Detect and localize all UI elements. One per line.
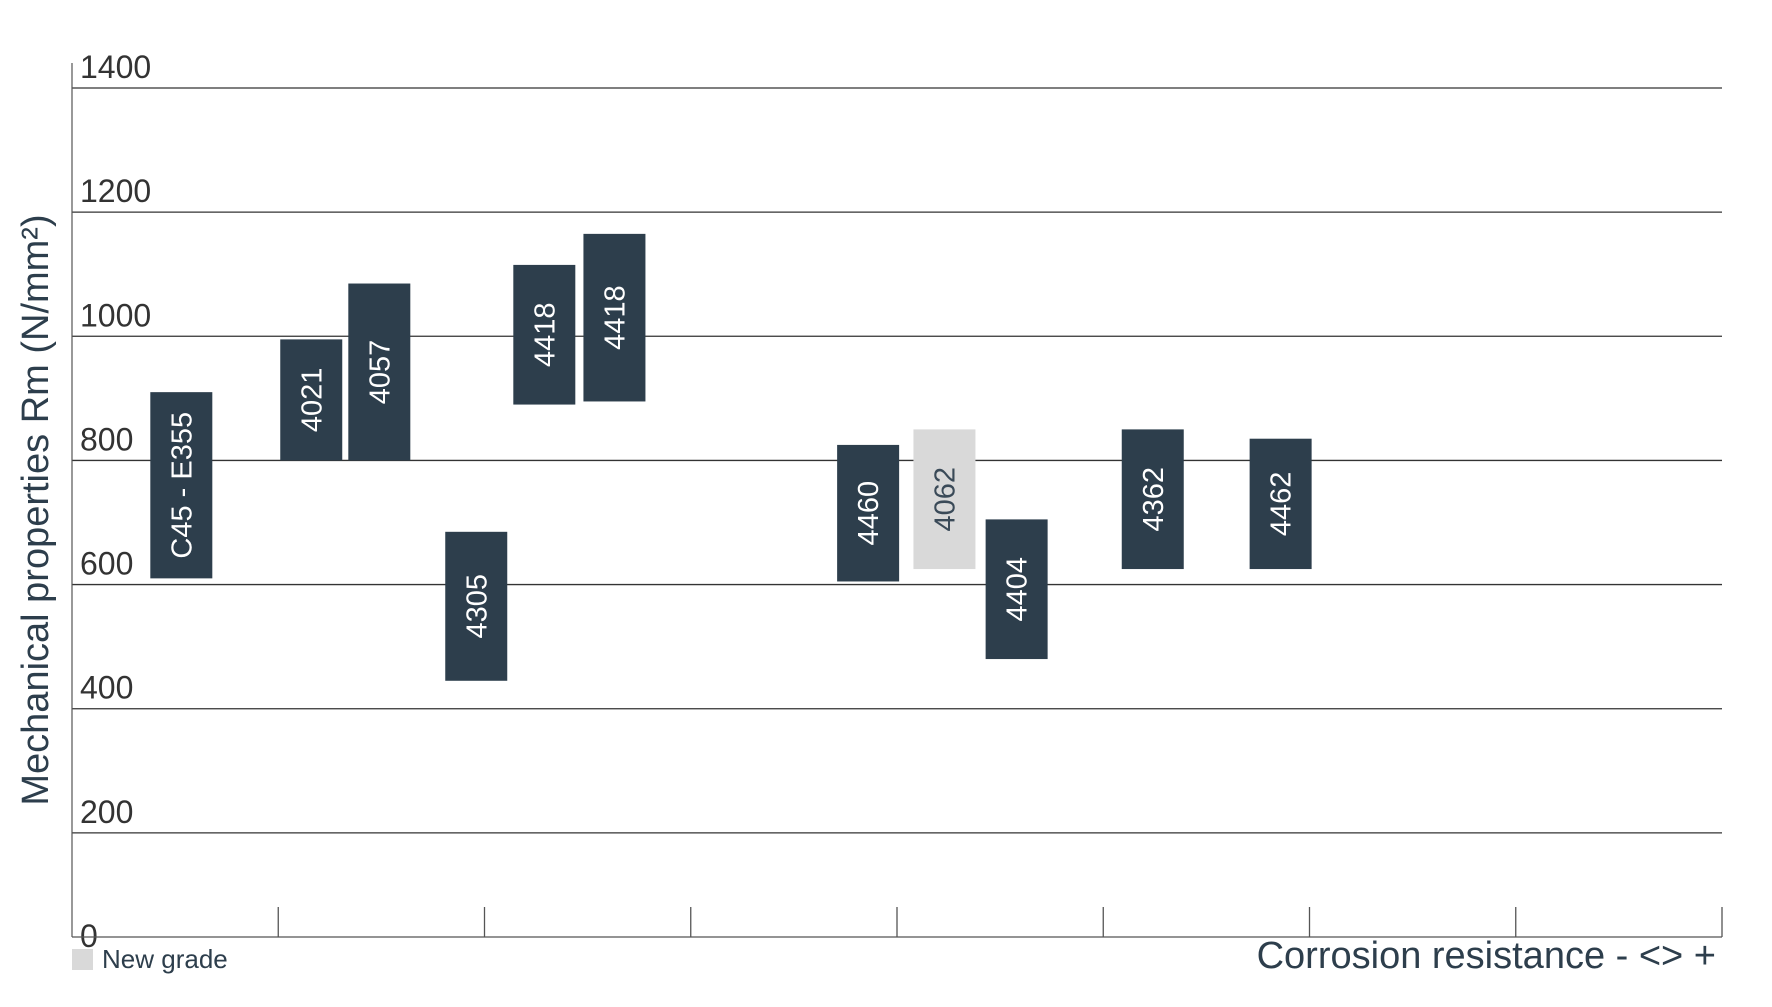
bar <box>837 444 900 582</box>
bar-label: 4062 <box>929 467 961 532</box>
bar-label: 4404 <box>1002 557 1034 622</box>
bar-label: 4362 <box>1138 467 1170 532</box>
bar <box>985 519 1048 660</box>
y-tick-labels: 0 200 400 600 800 1000 1200 1400 <box>80 49 151 954</box>
y-tick-label: 0 <box>80 918 98 954</box>
bar-label: 4418 <box>529 302 561 367</box>
y-axis-title: Mechanical properties Rm (N/mm²) <box>15 214 57 805</box>
y-tick-label: 400 <box>80 670 133 706</box>
bar-label: 4462 <box>1266 472 1298 537</box>
bar <box>445 531 508 681</box>
bar-label: 4057 <box>364 340 396 405</box>
y-tick-label: 1000 <box>80 297 151 333</box>
bar <box>348 283 411 461</box>
bar <box>913 429 976 570</box>
y-tick-label: 800 <box>80 421 133 457</box>
bar <box>280 339 343 461</box>
bars: C45 - E355 4021 4057 4305 4418 4418 4460 4062 44… <box>150 233 1312 681</box>
legend-swatch <box>72 949 93 970</box>
y-tick-label: 200 <box>80 794 133 830</box>
bar-label: C45 - E355 <box>166 412 198 559</box>
bar <box>513 264 576 405</box>
y-tick-label: 1200 <box>80 173 151 209</box>
x-axis-title: Corrosion resistance - <> + <box>1257 935 1716 977</box>
x-axis-ticks <box>277 907 1723 937</box>
y-tick-label: 600 <box>80 546 133 582</box>
bar <box>1121 429 1184 570</box>
bar-label: 4460 <box>853 481 885 546</box>
grid-lines <box>72 87 1722 834</box>
bar <box>583 233 646 402</box>
bar <box>150 392 213 579</box>
bar-label: 4021 <box>296 368 328 433</box>
bar-label: 4418 <box>599 285 631 350</box>
legend-label: New grade <box>102 944 228 974</box>
y-tick-label: 1400 <box>80 49 151 85</box>
bar-label: 4305 <box>461 574 493 639</box>
bar <box>1249 438 1312 570</box>
